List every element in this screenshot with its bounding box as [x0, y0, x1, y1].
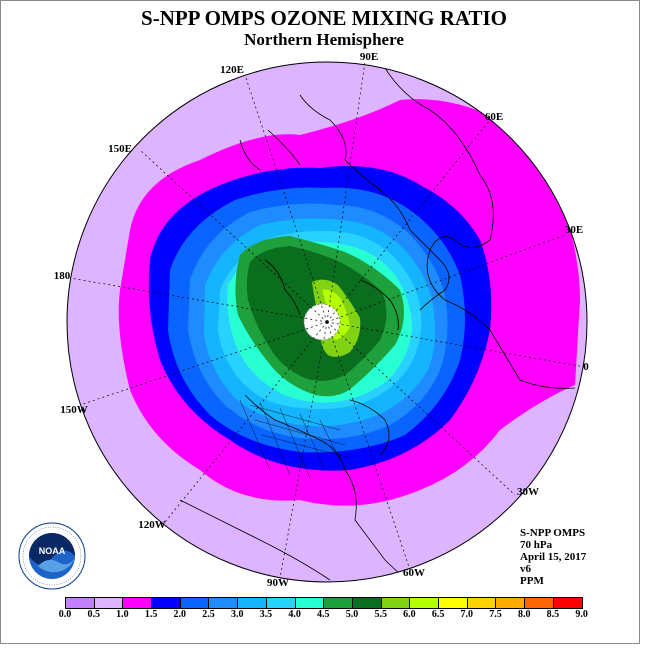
lon-label-60e: 60E: [485, 111, 503, 123]
colorbar-tick-label: 2.0: [173, 609, 187, 620]
colorbar-swatch: [66, 598, 95, 608]
colorbar-swatch: [295, 598, 325, 608]
colorbar-swatch: [381, 598, 411, 608]
colorbar-tick-label: 4.0: [288, 609, 301, 620]
colorbar-swatch: [467, 598, 497, 608]
info-date: April 15, 2017: [520, 551, 587, 563]
map-boundary: [66, 61, 588, 583]
noaa-logo-icon: NOAA: [18, 522, 86, 590]
info-product: S-NPP OMPS: [520, 527, 586, 539]
colorbar-tick-label: 0.0: [58, 609, 72, 620]
colorbar-swatch: [152, 598, 181, 608]
colorbar-tick-label: 9.0: [575, 609, 588, 620]
colorbar-swatch: [180, 598, 210, 608]
colorbar-tick-label: 1.0: [116, 609, 129, 620]
lon-label-30w: 30W: [517, 486, 539, 498]
map-subtitle: Northern Hemisphere: [244, 30, 404, 49]
lon-label-30e: 30E: [565, 224, 583, 236]
colorbar-tick-label: 7.0: [460, 609, 474, 620]
coastlines: [179, 62, 576, 582]
colorbar-tick-label: 8.5: [546, 609, 560, 620]
colorbar-tick-label: 5.0: [345, 609, 359, 620]
colorbar-tick-label: 0.5: [87, 609, 100, 620]
colorbar-tick-label: 6.0: [403, 609, 416, 620]
colorbar-tick-label: 1.5: [144, 609, 158, 620]
lon-label-90e: 90E: [360, 51, 378, 63]
colorbar-swatch: [324, 598, 353, 608]
colorbar-swatch: [266, 598, 296, 608]
colorbar-tick-label: 6.5: [431, 609, 445, 620]
lon-label-150w: 150W: [60, 404, 88, 416]
colorbar-tick-label: 3.0: [230, 609, 244, 620]
colorbar-swatch: [410, 598, 439, 608]
lon-label-180: 180: [54, 270, 71, 282]
colorbar-tick-label: 7.5: [489, 609, 502, 620]
colorbar-swatch: [352, 598, 382, 608]
colorbar-swatch: [123, 598, 153, 608]
colorbar: [65, 597, 584, 609]
info-level: 70 hPa: [520, 539, 553, 551]
lon-label-0: 0: [583, 361, 589, 373]
colorbar-swatch: [209, 598, 239, 608]
polar-data-gap: [303, 303, 341, 341]
info-version: v6: [520, 563, 531, 575]
graticule: [69, 61, 586, 579]
colorbar-tick-label: 4.5: [317, 609, 330, 620]
colorbar-swatch: [94, 598, 124, 608]
colorbar-swatch: [496, 598, 525, 608]
colorbar-swatch: [553, 598, 583, 608]
colorbar-swatch: [238, 598, 267, 608]
info-units: PPM: [520, 575, 544, 587]
colorbar-swatch: [438, 598, 468, 608]
colorbar-tick-label: 3.5: [259, 609, 273, 620]
lon-label-120w: 120W: [138, 519, 166, 531]
logo-text: NOAA: [39, 546, 66, 556]
lon-label-90w: 90W: [267, 577, 289, 589]
map-title: S-NPP OMPS OZONE MIXING RATIO: [141, 6, 507, 30]
us-state-lines: [239, 399, 351, 479]
lon-label-60w: 60W: [403, 567, 425, 579]
colorbar-swatch: [525, 598, 554, 608]
colorbar-tick-label: 2.5: [202, 609, 215, 620]
colorbar-tick-label: 5.5: [374, 609, 387, 620]
colorbar-ticks: 0.0 0.5 1.0 1.5 2.0 2.5 3.0 3.5 4.0 4.5 5.0 5.5 6.0 6…: [0, 609, 648, 625]
colorbar-tick-label: 8.0: [517, 609, 531, 620]
lon-label-150e: 150E: [108, 143, 132, 155]
lon-label-120e: 120E: [220, 64, 244, 76]
